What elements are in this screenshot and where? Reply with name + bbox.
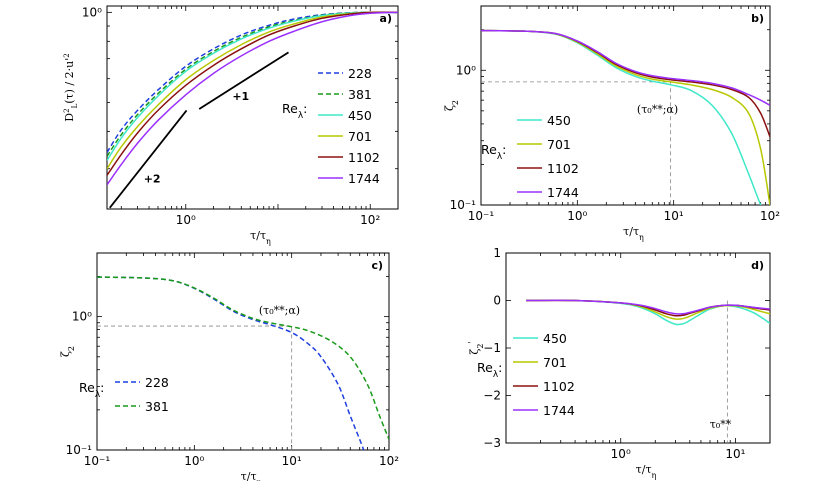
y-axis-label: ζ2 xyxy=(443,100,460,111)
series-group xyxy=(97,276,389,450)
panel-label: b) xyxy=(751,12,764,25)
x-tick-label: 10⁰ xyxy=(567,209,587,223)
x-axis-label: τ/τη xyxy=(623,225,644,242)
x-tick-label: 10¹ xyxy=(282,454,302,468)
x-axis-label: τ/τη xyxy=(636,463,657,480)
x-tick-label: 10⁻¹ xyxy=(84,454,111,468)
x-axis-label: τ/τη xyxy=(241,470,262,481)
annotation: (τ₀**;α) xyxy=(259,304,300,317)
annotation: (τ₀**;α) xyxy=(637,103,678,116)
x-tick-label: 10² xyxy=(379,454,399,468)
series-line-701 xyxy=(526,299,770,320)
series-line-228 xyxy=(97,276,365,450)
x-tick-label: 10⁰ xyxy=(176,213,196,227)
slope-label: +2 xyxy=(144,172,161,185)
legend-label: 1744 xyxy=(547,185,579,200)
slope-line xyxy=(198,51,289,110)
slope-label: +1 xyxy=(232,90,249,103)
series-line-1102 xyxy=(107,11,398,176)
slope-line xyxy=(109,109,188,209)
legend-title: Reλ: xyxy=(79,380,104,400)
y-axis-label: ζ2' xyxy=(467,341,485,354)
legend-label: 381 xyxy=(145,399,169,414)
series-group xyxy=(107,11,398,209)
legend-title: Reλ: xyxy=(282,101,307,121)
y-axis-label: ζ2 xyxy=(59,346,76,357)
x-tick-label: 10² xyxy=(360,213,380,227)
x-tick-label: 10¹ xyxy=(664,209,684,223)
y-tick-label: 10⁰ xyxy=(82,5,102,19)
series-line-1102 xyxy=(526,299,770,317)
legend-label: 1102 xyxy=(543,379,575,394)
series-group xyxy=(526,299,770,326)
y-tick-label: 0 xyxy=(493,294,501,308)
legend-label: 1744 xyxy=(543,403,575,418)
series-line-701 xyxy=(481,29,770,205)
legend-label: 450 xyxy=(543,331,567,346)
x-tick-label: 10⁻¹ xyxy=(468,209,495,223)
y-tick-label: −3 xyxy=(483,436,501,450)
legend-label: 381 xyxy=(348,87,372,102)
panel-label: d) xyxy=(751,259,764,272)
legend-label: 701 xyxy=(547,137,571,152)
x-axis-label: τ/τη xyxy=(250,229,271,246)
legend-label: 701 xyxy=(348,129,372,144)
axes-frame xyxy=(96,252,390,451)
y-tick-label: 10⁻¹ xyxy=(450,198,477,212)
series-line-1744 xyxy=(526,299,770,315)
x-tick-label: 10¹ xyxy=(725,447,745,461)
panel-c: 10⁻¹ 10⁰ 10¹ 10² 10⁻¹ 10⁰ τ/τη ζ2 (τ₀**;α) c) 228 3… xyxy=(59,252,399,481)
panel-d: 10⁰ 10¹ 1 0 −1 −2 −3 τ/τη ζ2' τ₀** d) 450 701 1102 174… xyxy=(467,246,771,480)
series-line-1744 xyxy=(107,11,398,186)
panel-b: 10⁻¹ 10⁰ 10¹ 10² 10⁻¹ 10⁰ τ/τη ζ2 (τ₀**;α) b) 450 7… xyxy=(443,5,780,242)
legend-label: 450 xyxy=(348,108,372,123)
y-axis-label: D2L(τ) / 2·u'2 xyxy=(63,53,79,121)
legend-label: 228 xyxy=(145,375,169,390)
series-line-1102 xyxy=(481,29,770,138)
panel-label: a) xyxy=(380,12,392,25)
series-line-450 xyxy=(526,299,770,326)
legend-title: Reλ: xyxy=(477,360,502,380)
y-tick-label: −2 xyxy=(483,389,501,403)
series-line-381 xyxy=(97,276,389,440)
y-tick-label: 10⁰ xyxy=(456,63,476,77)
series-line-450 xyxy=(481,29,762,205)
legend-label: 1102 xyxy=(547,161,579,176)
legend-label: 450 xyxy=(547,113,571,128)
x-tick-label: 10² xyxy=(760,209,780,223)
y-tick-label: 10⁰ xyxy=(72,310,92,324)
x-tick-label: 10⁰ xyxy=(611,447,631,461)
reference-line xyxy=(97,325,293,450)
y-tick-label: −1 xyxy=(483,341,501,355)
y-tick-label: 1 xyxy=(493,246,501,260)
series-line-381 xyxy=(107,11,398,157)
y-tick-label: 10⁻¹ xyxy=(66,443,93,457)
legend-label: 701 xyxy=(543,355,567,370)
legend-label: 228 xyxy=(348,66,372,81)
legend-title: Reλ: xyxy=(481,142,506,162)
series-line-1744 xyxy=(481,29,770,106)
legend-label: 1744 xyxy=(348,171,380,186)
annotation: τ₀** xyxy=(710,418,732,431)
panel-a: 10⁰ 10² 10⁰ τ/τη D2L(τ) / 2·u'2 +2 +1 a) 228 381 4… xyxy=(63,5,399,246)
legend-label: 1102 xyxy=(348,150,380,165)
axes-frame xyxy=(106,5,399,210)
series-group xyxy=(481,29,770,205)
x-tick-label: 10⁰ xyxy=(184,454,204,468)
panel-label: c) xyxy=(371,259,383,272)
axes-frame xyxy=(480,5,771,206)
